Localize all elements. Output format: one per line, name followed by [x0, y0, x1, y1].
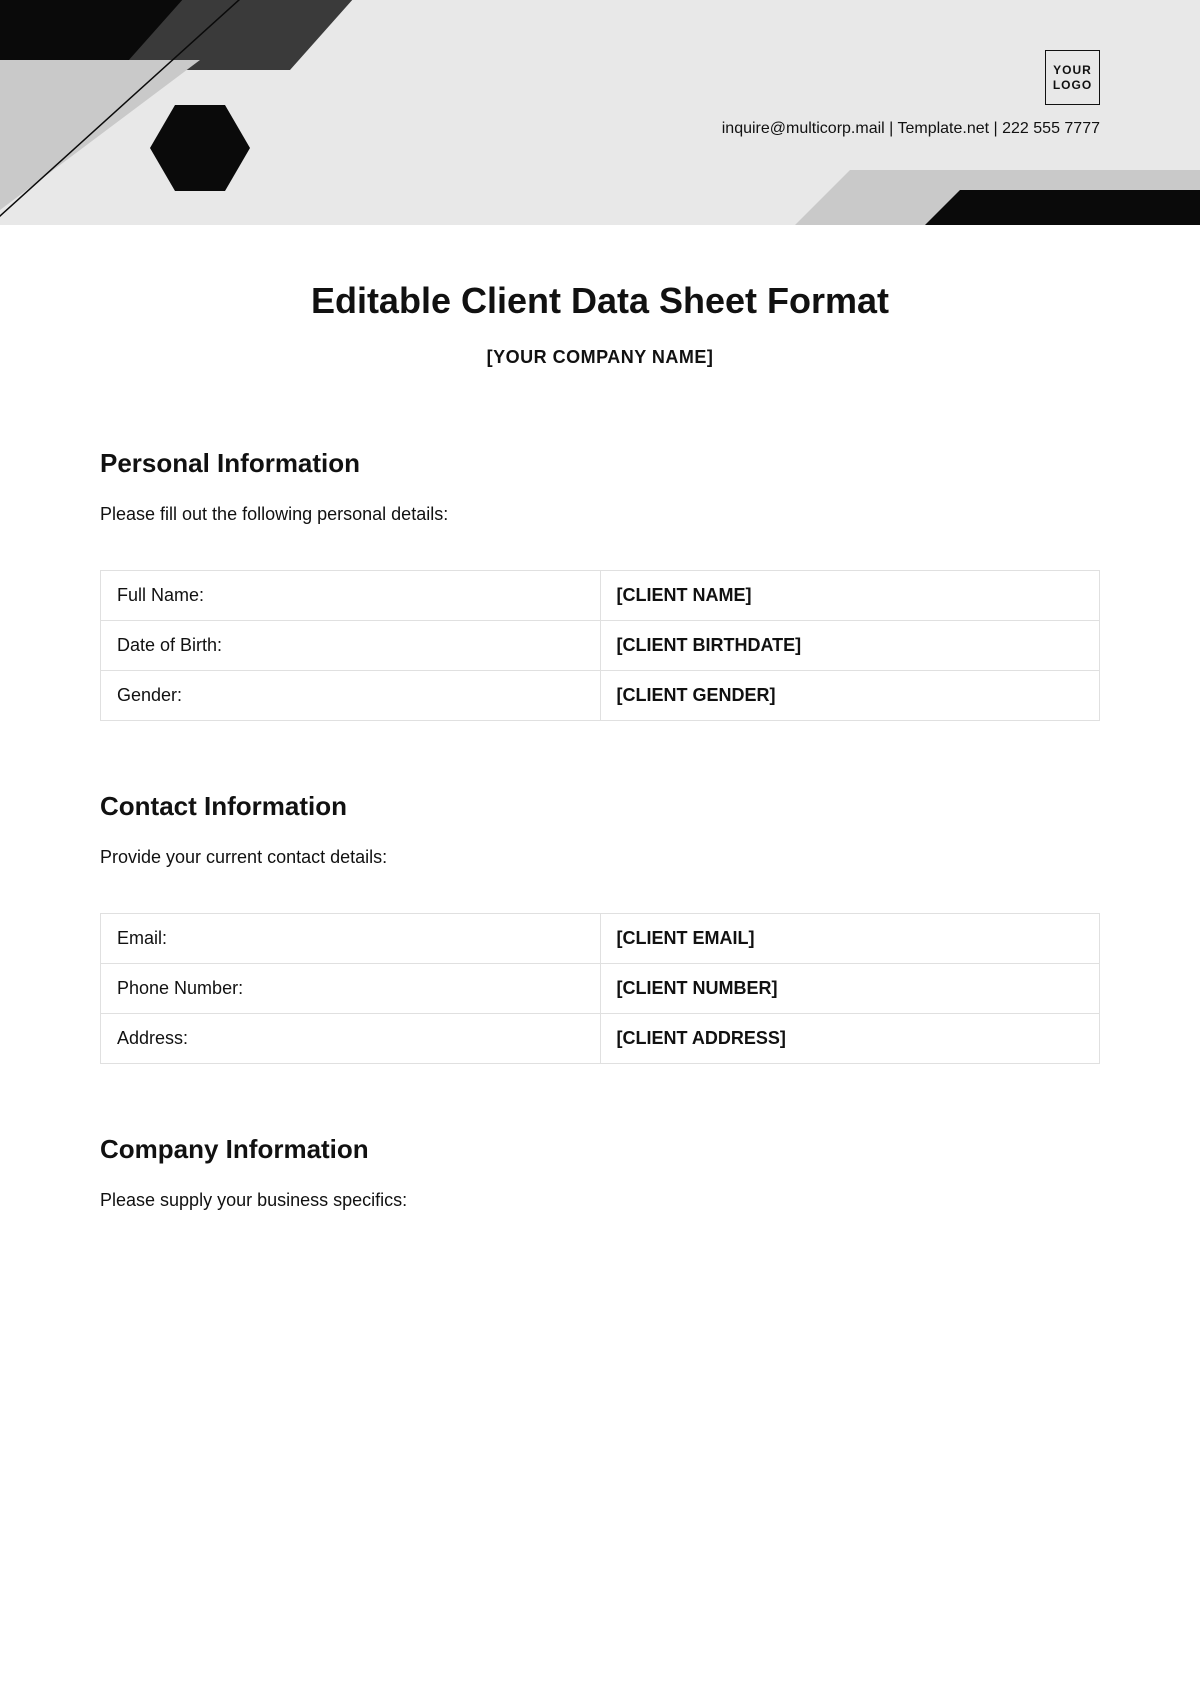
section-description: Please supply your business specifics:	[100, 1190, 1100, 1211]
document-content: Editable Client Data Sheet Format [YOUR …	[100, 280, 1100, 1256]
company-name-placeholder: [YOUR COMPANY NAME]	[100, 347, 1100, 368]
field-label: Date of Birth:	[101, 621, 601, 671]
section-description: Provide your current contact details:	[100, 847, 1100, 868]
field-value[interactable]: [CLIENT GENDER]	[600, 671, 1100, 721]
table-row: Gender:[CLIENT GENDER]	[101, 671, 1100, 721]
field-label: Phone Number:	[101, 964, 601, 1014]
page-title: Editable Client Data Sheet Format	[100, 280, 1100, 322]
header-contact: inquire@multicorp.mail | Template.net | …	[722, 120, 1100, 138]
section-description: Please fill out the following personal d…	[100, 504, 1100, 525]
section-heading: Company Information	[100, 1134, 1100, 1165]
data-table: Full Name:[CLIENT NAME]Date of Birth:[CL…	[100, 570, 1100, 721]
field-label: Gender:	[101, 671, 601, 721]
logo-text-1: YOUR	[1053, 63, 1092, 77]
field-value[interactable]: [CLIENT BIRTHDATE]	[600, 621, 1100, 671]
logo-text-2: LOGO	[1053, 78, 1092, 92]
section-heading: Personal Information	[100, 448, 1100, 479]
field-value[interactable]: [CLIENT NUMBER]	[600, 964, 1100, 1014]
logo-placeholder: YOUR LOGO	[1045, 50, 1100, 105]
section-heading: Contact Information	[100, 791, 1100, 822]
field-value[interactable]: [CLIENT EMAIL]	[600, 914, 1100, 964]
field-value[interactable]: [CLIENT ADDRESS]	[600, 1014, 1100, 1064]
data-table: Email:[CLIENT EMAIL]Phone Number:[CLIENT…	[100, 913, 1100, 1064]
table-row: Full Name:[CLIENT NAME]	[101, 571, 1100, 621]
table-row: Date of Birth:[CLIENT BIRTHDATE]	[101, 621, 1100, 671]
field-value[interactable]: [CLIENT NAME]	[600, 571, 1100, 621]
table-row: Phone Number:[CLIENT NUMBER]	[101, 964, 1100, 1014]
table-row: Email:[CLIENT EMAIL]	[101, 914, 1100, 964]
field-label: Email:	[101, 914, 601, 964]
field-label: Address:	[101, 1014, 601, 1064]
header-shapes	[0, 0, 1200, 230]
field-label: Full Name:	[101, 571, 601, 621]
table-row: Address:[CLIENT ADDRESS]	[101, 1014, 1100, 1064]
